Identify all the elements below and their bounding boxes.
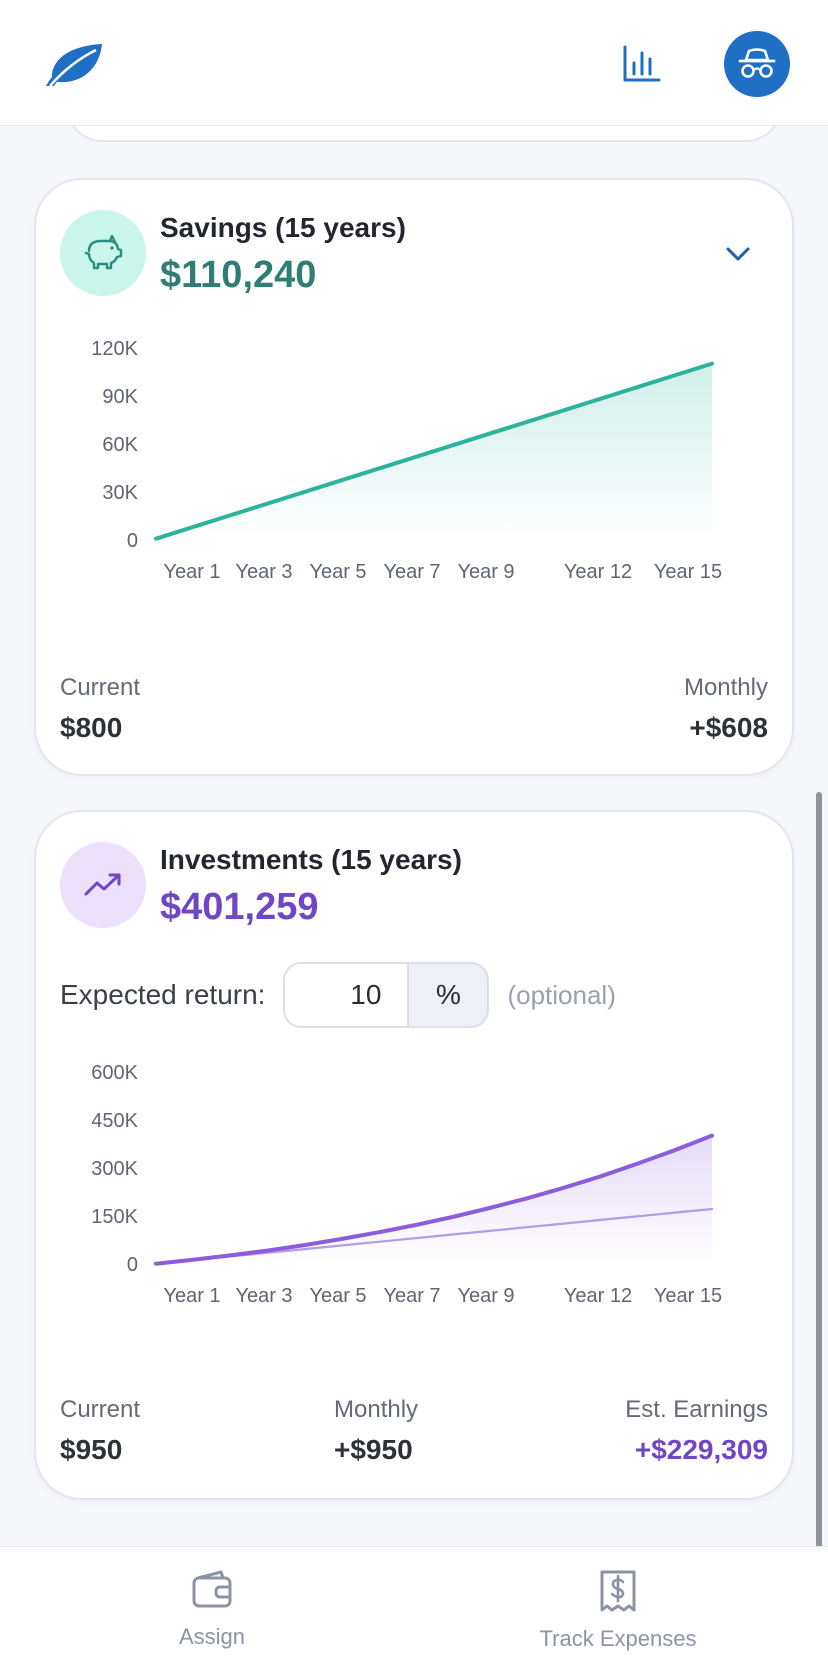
- investments-current-value: $950: [60, 1434, 123, 1465]
- x-tick-label: Year 9: [457, 561, 514, 583]
- leaf-icon[interactable]: [44, 42, 106, 88]
- y-tick-label: 30K: [102, 482, 138, 504]
- x-tick-label: Year 7: [383, 1285, 440, 1307]
- savings-chart: 0 30K 60K 90K 120K Year 1 Year 3 Year 5 Year 7 Ye…: [91, 338, 722, 583]
- chevron-down-icon[interactable]: [720, 236, 756, 272]
- piggy-bank-icon: [60, 210, 146, 296]
- wallet-icon: [191, 1569, 233, 1616]
- x-tick-label: Year 9: [457, 1285, 514, 1307]
- x-tick-label: Year 15: [654, 1285, 722, 1307]
- nav-track-expenses[interactable]: Track Expenses: [538, 1569, 698, 1652]
- savings-current-label: Current: [60, 674, 141, 701]
- est-earnings-label: Est. Earnings: [625, 1396, 768, 1423]
- series-area: [156, 1135, 712, 1264]
- nav-assign[interactable]: Assign: [172, 1569, 252, 1650]
- percent-unit: %: [409, 962, 490, 1028]
- series-line: [154, 361, 714, 541]
- savings-amount: $110,240: [160, 254, 317, 296]
- bar-chart-icon[interactable]: [620, 42, 664, 86]
- savings-monthly-label: Monthly: [683, 674, 768, 701]
- nav-track-expenses-label: Track Expenses: [539, 1626, 697, 1651]
- y-tick-label: 0: [127, 1254, 138, 1276]
- savings-current-value: $800: [60, 712, 123, 743]
- series-line: [154, 1133, 714, 1266]
- nav-assign-label: Assign: [178, 1624, 246, 1649]
- expected-return-row: Expected return: % (optional): [60, 962, 616, 1028]
- incognito-icon[interactable]: [724, 31, 790, 97]
- x-tick-label: Year 3: [235, 1285, 292, 1307]
- savings-monthly-value: +$608: [689, 712, 768, 743]
- investments-title: Investments (15 years): [160, 844, 462, 875]
- x-tick-label: Year 5: [309, 561, 366, 583]
- investments-monthly-value: +$950: [334, 1434, 413, 1465]
- y-tick-label: 450K: [91, 1110, 138, 1132]
- x-tick-label: Year 7: [383, 561, 440, 583]
- y-tick-label: 300K: [91, 1158, 138, 1180]
- x-tick-label: Year 3: [235, 561, 292, 583]
- investments-card[interactable]: Investments (15 years) $401,259 Expected…: [34, 810, 794, 1500]
- investments-chart: 0 150K 300K 450K 600K Year 1 Year 3 Year 5 Year …: [91, 1062, 722, 1307]
- receipt-dollar-icon: [599, 1569, 637, 1618]
- y-tick-label: 90K: [102, 386, 138, 408]
- bottom-navigation: Assign Track Expenses: [0, 1546, 828, 1675]
- expected-return-input[interactable]: [283, 962, 410, 1028]
- expected-return-label: Expected return:: [60, 979, 266, 1010]
- scrollbar[interactable]: [816, 792, 822, 1600]
- x-tick-label: Year 1: [163, 561, 220, 583]
- x-tick-label: Year 12: [564, 561, 632, 583]
- trending-up-icon: [60, 842, 146, 928]
- x-tick-label: Year 12: [564, 1285, 632, 1307]
- y-tick-label: 150K: [91, 1206, 138, 1228]
- investments-amount: $401,259: [160, 886, 319, 928]
- top-app-bar: [0, 0, 828, 126]
- y-tick-label: 0: [127, 530, 138, 552]
- est-earnings-value: +$229,309: [634, 1434, 768, 1465]
- y-tick-label: 120K: [91, 338, 138, 360]
- y-tick-label: 600K: [91, 1062, 138, 1084]
- investments-monthly-label: Monthly: [334, 1396, 419, 1423]
- y-tick-label: 60K: [102, 434, 138, 456]
- investments-current-label: Current: [60, 1396, 141, 1423]
- x-tick-label: Year 5: [309, 1285, 366, 1307]
- x-tick-label: Year 1: [163, 1285, 220, 1307]
- optional-hint: (optional): [507, 979, 616, 1010]
- savings-title: Savings (15 years): [160, 212, 406, 243]
- savings-card[interactable]: Savings (15 years) $110,240 0 30K 60K 90K 12…: [34, 178, 794, 776]
- x-tick-label: Year 15: [654, 561, 722, 583]
